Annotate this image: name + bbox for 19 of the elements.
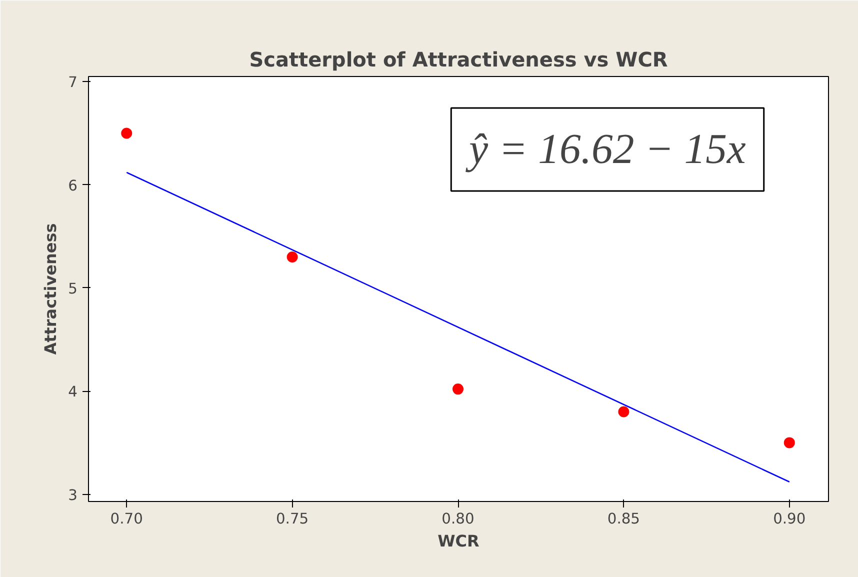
chart-title: Scatterplot of Attractiveness vs WCR (249, 48, 668, 72)
x-axis-title: WCR (438, 532, 480, 550)
x-tick-label: 0.75 (276, 510, 309, 528)
y-axis-title: Attractiveness (41, 223, 60, 355)
point (452, 384, 464, 395)
annotation: ŷ = 16.62 − 15x (465, 126, 746, 173)
point (618, 406, 630, 418)
point (784, 437, 795, 448)
x-tick-label: 0.90 (773, 510, 806, 528)
point (121, 128, 132, 139)
y-tick-label: 3 (68, 486, 78, 504)
y-tick-label: 5 (68, 280, 78, 298)
x-tick-label: 0.70 (110, 510, 143, 528)
y-tick-label: 6 (68, 177, 78, 194)
y-tick-label: 7 (68, 74, 78, 92)
y-tick-label: 4 (68, 384, 78, 401)
x-tick-label: 0.80 (442, 510, 474, 528)
point (286, 252, 298, 263)
x-tick-label: 0.85 (607, 510, 640, 528)
